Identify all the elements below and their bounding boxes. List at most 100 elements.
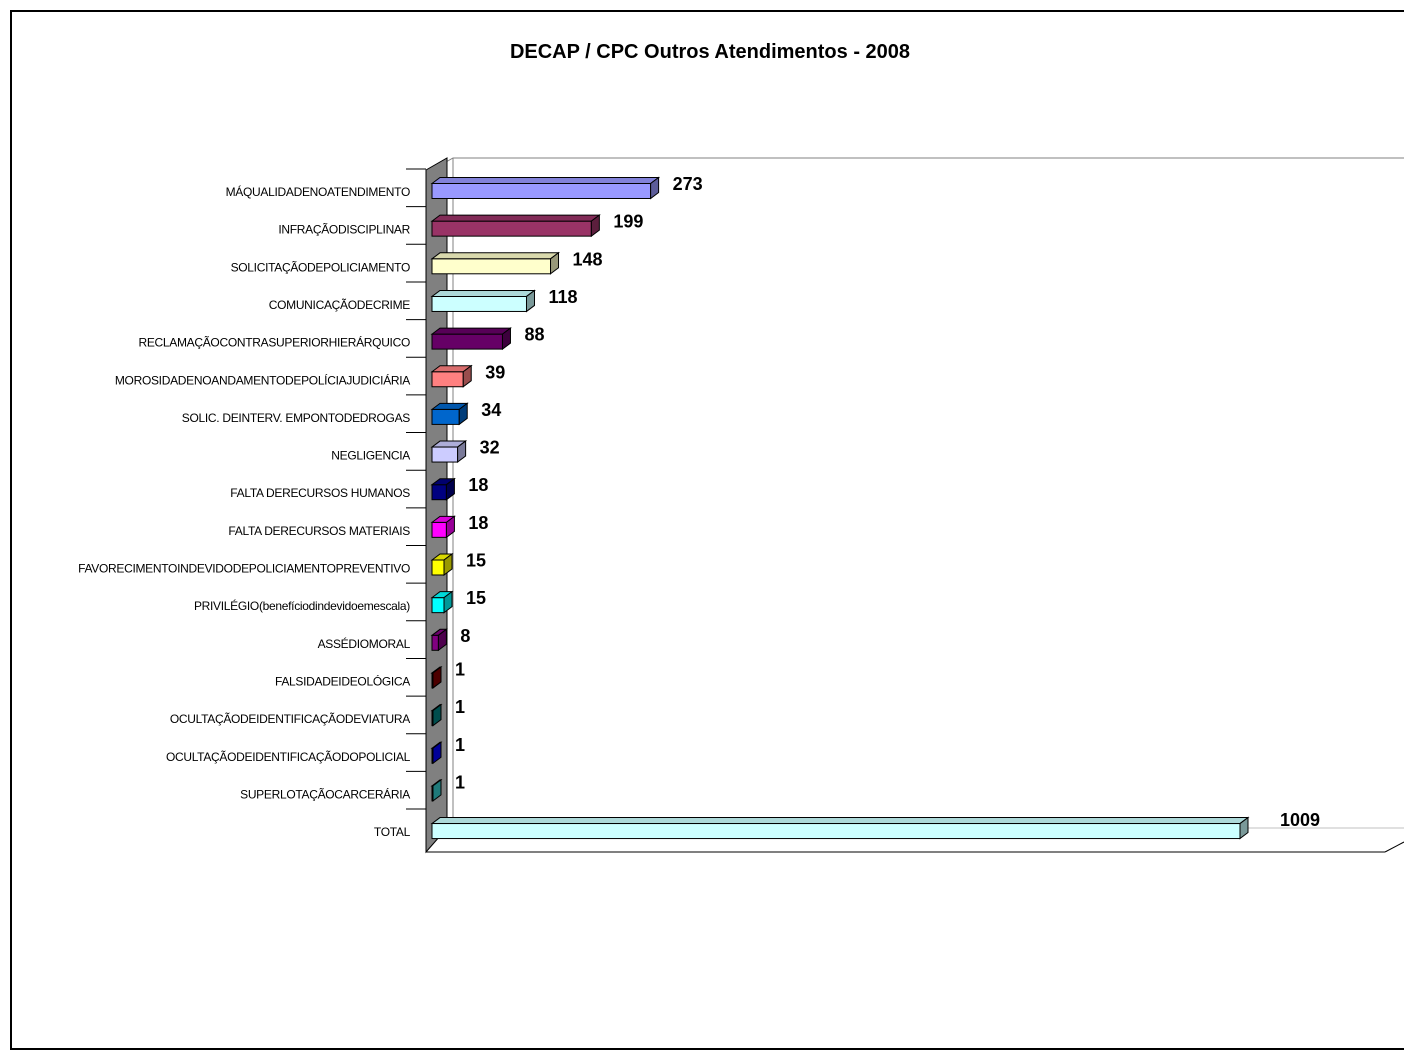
value-label: 15 (466, 551, 486, 571)
bar (430, 214, 601, 238)
bar-side (550, 251, 560, 275)
bar-top (430, 289, 536, 297)
bar (430, 816, 1250, 840)
category-label: ASSÉDIOMORAL (318, 636, 411, 651)
category-label: TOTAL (374, 825, 411, 839)
bar-top (430, 327, 512, 335)
bar-front (431, 371, 464, 388)
bar-side (590, 214, 600, 238)
bar-front (431, 446, 459, 463)
value-label: 1 (455, 659, 465, 679)
bar-side (437, 628, 447, 652)
bar-side (432, 778, 442, 802)
value-label: 199 (613, 212, 643, 232)
category-label: SOLIC. DEINTERV. EMPONTODEDROGAS (182, 411, 411, 425)
bar-front (431, 597, 445, 614)
bar (430, 553, 454, 576)
bar-top (430, 214, 601, 222)
value-label: 273 (673, 174, 703, 194)
value-label: 18 (468, 513, 488, 533)
category-label: MOROSIDADENOANDAMENTODEPOLÍCIAJUDICIÁRIA (115, 372, 410, 387)
bar (430, 176, 661, 200)
bar-top (430, 252, 561, 260)
bar-side (457, 440, 467, 464)
value-label: 1009 (1280, 810, 1320, 830)
chart-title: DECAP / CPC Outros Atendimentos - 2008 (510, 41, 910, 63)
bar (430, 364, 473, 388)
bar-side (445, 477, 455, 501)
bar-chart: DECAP / CPC Outros Atendimentos - 2008 M… (78, 41, 1404, 854)
bar (430, 628, 448, 652)
bar-front (431, 183, 652, 199)
category-label: NEGLIGENCIA (331, 449, 410, 463)
bar (430, 477, 456, 501)
value-label: 118 (548, 287, 577, 307)
bar-side (443, 590, 453, 614)
chart-frame (10, 10, 1404, 1050)
bar-top (430, 817, 1250, 825)
bar-front (431, 484, 447, 501)
bar-side (458, 402, 468, 426)
bar-side (432, 741, 442, 765)
category-label: SOLICITAÇÃODEPOLICIAMENTO (231, 260, 410, 274)
bar (430, 590, 454, 614)
bar-front (431, 823, 1241, 840)
bar-side (443, 553, 453, 576)
plot-back-top-edge (431, 157, 1404, 171)
bar-front (431, 258, 552, 275)
bar-side (462, 364, 472, 388)
bar-side (445, 515, 455, 539)
category-label: OCULTAÇÃODEIDENTIFICAÇÃODEVIATURA (170, 712, 410, 726)
bar-front (431, 220, 592, 237)
value-label: 39 (485, 362, 505, 382)
bar-front (431, 408, 460, 425)
value-label: 34 (481, 400, 501, 420)
bar-front (431, 333, 503, 350)
category-label: RECLAMAÇÃOCONTRASUPERIORHIERÁRQUICO (138, 335, 410, 350)
value-label: 18 (468, 475, 488, 495)
category-label: SUPERLOTAÇÃOCARCERÁRIA (240, 786, 410, 801)
category-label: OCULTAÇÃODEIDENTIFICAÇÃODOPOLICIAL (166, 750, 411, 764)
bar (430, 703, 443, 727)
value-label: 1 (455, 697, 465, 717)
bar (430, 402, 469, 426)
bar (430, 515, 456, 539)
bar-side (1239, 816, 1249, 840)
category-label: COMUNICAÇÃODECRIME (269, 298, 411, 312)
value-label: 148 (573, 249, 603, 269)
bar-front (431, 521, 447, 538)
bars (430, 176, 1250, 840)
value-label: 1 (455, 772, 465, 792)
category-label: FALTA DERECURSOS MATERIAIS (228, 524, 410, 538)
bar-front (431, 559, 445, 576)
category-label: PRIVILÉGIO(benefíciodindevidoemescala) (194, 598, 410, 613)
bar (430, 251, 561, 275)
value-label: 88 (524, 325, 544, 345)
bar-side (501, 327, 511, 351)
plot-floor-right-edge (1384, 841, 1404, 853)
value-label: 32 (480, 438, 500, 458)
bar-side (525, 289, 535, 313)
category-labels: MÁQUALIDADENOATENDIMENTO INFRAÇÃODISCIPLI… (78, 184, 411, 839)
bar-top (430, 177, 661, 184)
bar (430, 741, 443, 765)
category-label: INFRAÇÃODISCIPLINAR (278, 223, 410, 237)
category-label: MÁQUALIDADENOATENDIMENTO (226, 184, 410, 199)
bar-front (431, 634, 439, 651)
bar (430, 665, 443, 689)
category-label: FAVORECIMENTOINDEVIDODEPOLICIAMENTOPREVE… (78, 562, 410, 576)
value-label: 8 (460, 626, 470, 646)
bar (430, 440, 468, 464)
bar (430, 327, 512, 351)
category-label: FALSIDADEIDEOLÓGICA (275, 673, 410, 688)
bar-side (650, 176, 660, 200)
bar-side (432, 665, 442, 689)
value-label: 1 (455, 735, 465, 755)
value-label: 15 (466, 588, 486, 608)
bar-front (431, 295, 527, 312)
category-label: FALTA DERECURSOS HUMANOS (230, 486, 410, 500)
bar-side (432, 703, 442, 727)
bar (430, 289, 536, 313)
bar (430, 778, 443, 802)
